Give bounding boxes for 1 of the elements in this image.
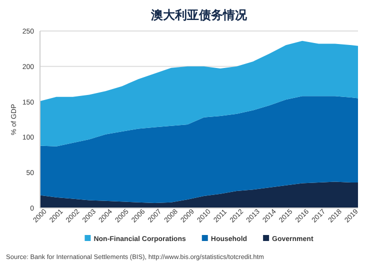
chart-title: 澳大利亚债务情况: [150, 8, 248, 22]
